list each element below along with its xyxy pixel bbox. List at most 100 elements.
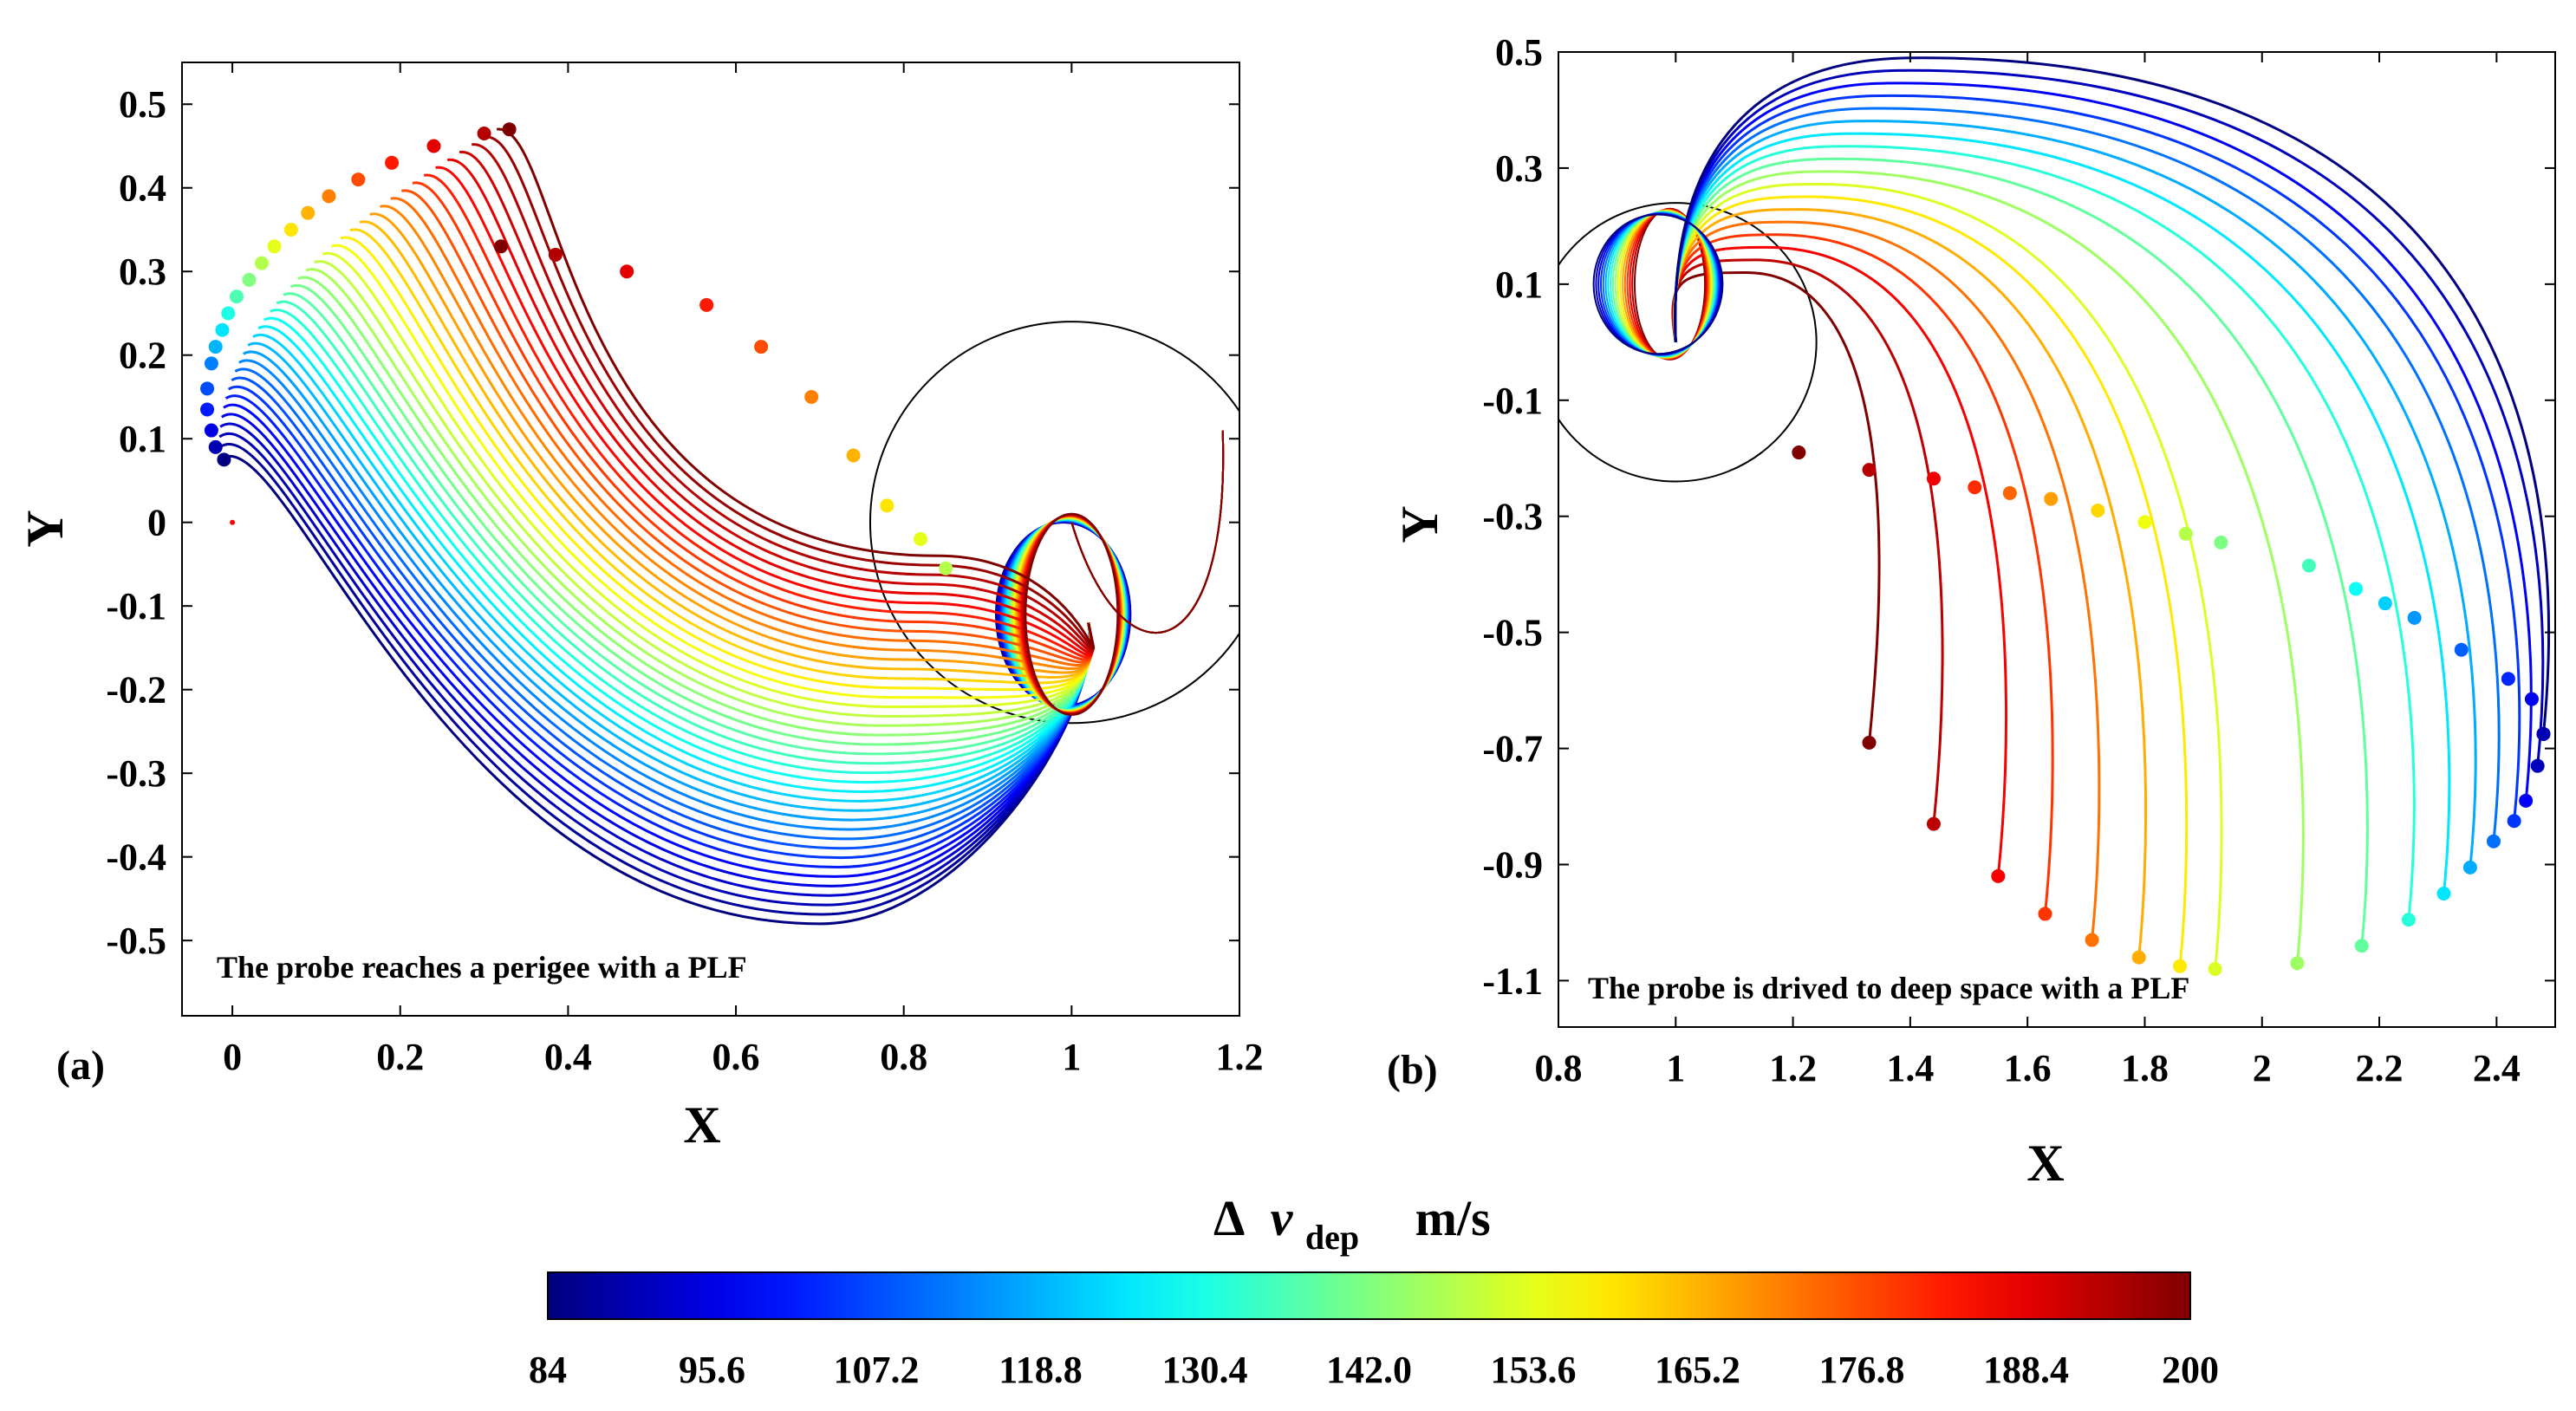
panel-b-departure-marker — [1926, 471, 1941, 486]
panel-b-endpoint-marker — [2038, 907, 2052, 921]
panel-a-departure-marker — [880, 498, 894, 513]
panel-a-endpoint-marker — [229, 289, 244, 304]
panel-b-xtick-label: 1.2 — [1769, 1047, 1817, 1089]
panel-a-xtick-label: 0.4 — [544, 1036, 592, 1078]
panel-a-endpoint-marker — [221, 306, 236, 321]
panel-a-endpoint-marker — [204, 423, 218, 438]
panel-a-ytick-label: 0.1 — [119, 418, 166, 460]
panel-a-ytick-label: -0.3 — [106, 752, 166, 795]
panel-a-endpoint-marker — [477, 127, 491, 141]
panel-a-ytick-label: -0.4 — [106, 836, 166, 879]
panel-a-endpoint-marker — [426, 139, 441, 153]
panel-b-xtick-label: 1.4 — [1886, 1047, 1934, 1089]
panel-b-trajectory — [1674, 120, 2477, 868]
panel-a-xtick-label: 0.6 — [712, 1036, 760, 1078]
panel-a-endpoint-marker — [204, 356, 218, 371]
panel-b-ytick-label: 0.1 — [1495, 263, 1543, 306]
panel-b-trajectory — [1673, 157, 2369, 946]
panel-b-ytick-label: -0.9 — [1482, 844, 1543, 887]
panel-a-trajectory — [270, 309, 1092, 775]
panel-b-trajectory — [1673, 195, 2189, 966]
panel-a-outer-arc — [1070, 430, 1225, 634]
panel-a-departure-marker — [548, 247, 563, 262]
panel-a-departure-marker — [493, 239, 508, 254]
panel-b-ylabel: Y — [1391, 505, 1448, 543]
panel-b-endpoint-marker — [2519, 793, 2534, 808]
panel-a-ytick-label: -0.5 — [106, 920, 166, 962]
panel-a-endpoint-marker — [322, 189, 336, 204]
colorbar-title-unit: m/s — [1415, 1190, 1491, 1246]
colorbar-tick-label: 165.2 — [1655, 1349, 1740, 1391]
panel-b-departure-marker — [2137, 515, 2152, 530]
panel-b-endpoint-marker — [1926, 816, 1941, 831]
panel-a-departure-marker — [846, 448, 861, 463]
panel-a-annotation: The probe reaches a perigee with a PLF — [217, 950, 747, 985]
colorbar-tick-label: 118.8 — [999, 1349, 1083, 1391]
panel-a-trajectory — [252, 333, 1092, 803]
colorbar-tick-label: 153.6 — [1491, 1349, 1577, 1391]
colorbar-ticks: 84 95.6 107.2 118.8 130.4 142.0 153.6 165.2 176.… — [529, 1349, 2219, 1391]
panel-a-trajectory — [276, 300, 1092, 765]
panel-a-trajectory — [496, 127, 1096, 650]
panel-b-trajectory — [1673, 208, 2148, 958]
panel-b-ytick-label: 0.3 — [1495, 147, 1543, 190]
panel-b-endpoint-marker — [2401, 913, 2416, 927]
panel-b-departure-marker — [2044, 491, 2059, 506]
panel-b-departure-marker — [2454, 642, 2469, 657]
panel-b-departure-marker — [2214, 535, 2228, 549]
colorbar-tick-label: 188.4 — [1983, 1349, 2069, 1391]
panel-b-ytick-label: -0.5 — [1482, 612, 1543, 654]
panel-b-departure-marker — [2378, 596, 2392, 611]
panel-b-plot-area — [1558, 51, 2556, 1028]
panel-a-trajectory — [390, 197, 1094, 666]
panel-a-ylabel: Y — [16, 510, 74, 547]
panel-a-endpoint-marker — [217, 452, 231, 467]
colorbar-title: Δ v dep m/s — [1213, 1190, 1491, 1260]
panel-b-xtick-label: 1.6 — [2004, 1047, 2052, 1089]
colorbar-tick-label: 130.4 — [1162, 1349, 1248, 1391]
panel-b-endpoint-marker — [1862, 735, 1877, 750]
panel-b-trajectory — [1673, 182, 2223, 970]
panel-a-chart: 0 0.2 0.4 0.6 0.8 1 1.2 0.5 0.4 0.3 0.2 0.1 0 -0.1 -0.… — [16, 62, 1264, 1154]
panel-a-ytick-label: 0.5 — [119, 83, 166, 126]
panel-b-reference-circle — [1558, 202, 1818, 483]
panel-b-endpoint-marker — [2507, 814, 2521, 829]
panel-b-chart: 0.8 1 1.2 1.4 1.6 1.8 2 2.2 2.4 0.5 0.3 0.1 -0.1 -0.3… — [1387, 31, 2556, 1192]
panel-a-ytick-label: -0.2 — [106, 669, 166, 712]
panel-b-endpoint-marker — [2462, 860, 2477, 875]
panel-a-endpoint-marker — [254, 256, 269, 270]
panel-a-endpoint-marker — [283, 222, 298, 237]
panel-b-departure-marker — [2178, 526, 2193, 541]
panel-a-departure-marker — [620, 264, 634, 279]
panel-b-endpoint-marker — [2354, 939, 2369, 953]
panel-b-departure-marker — [1792, 445, 1806, 460]
panel-a-ticks: 0 0.2 0.4 0.6 0.8 1 1.2 0.5 0.4 0.3 0.2 0.1 0 -0.1 -0.… — [106, 62, 1264, 1078]
panel-a-ytick-label: 0.4 — [119, 167, 166, 210]
colorbar-gradient — [547, 1271, 2191, 1320]
panel-b-trajectory — [1674, 56, 2551, 734]
panel-a-trajectory — [380, 205, 1093, 670]
panel-a-trajectory — [484, 135, 1095, 651]
panel-b-ytick-label: -0.3 — [1482, 496, 1543, 538]
panel-a-endpoint-marker — [200, 402, 215, 417]
panel-b-endpoint-marker — [2085, 933, 2099, 947]
panel-a-departure-marker — [699, 297, 714, 312]
panel-a-trajectory — [297, 276, 1092, 737]
panel-a-trajectory — [289, 283, 1092, 746]
panel-b-departure-marker — [2349, 582, 2363, 596]
colorbar-tick-label: 142.0 — [1326, 1349, 1412, 1391]
panel-a-trajectory — [257, 325, 1092, 793]
panel-a-trajectory — [423, 173, 1094, 659]
panel-a-endpoint-marker — [267, 239, 282, 254]
panel-a-endpoint-marker — [200, 381, 215, 396]
panel-b-ytick-label: -0.7 — [1482, 728, 1543, 771]
panel-b-departure-marker — [1968, 480, 1982, 495]
colorbar-tick-label: 84 — [529, 1349, 567, 1391]
colorbar-title-prefix: Δ — [1213, 1190, 1245, 1246]
panel-a-trajectory — [263, 316, 1092, 784]
panel-a-trajectory — [435, 166, 1094, 657]
panel-a-trajectory — [313, 259, 1093, 718]
panel-b-trajectories — [1558, 56, 2551, 977]
panel-a-trajectory — [369, 212, 1093, 674]
panel-b-loop — [1592, 213, 1724, 355]
